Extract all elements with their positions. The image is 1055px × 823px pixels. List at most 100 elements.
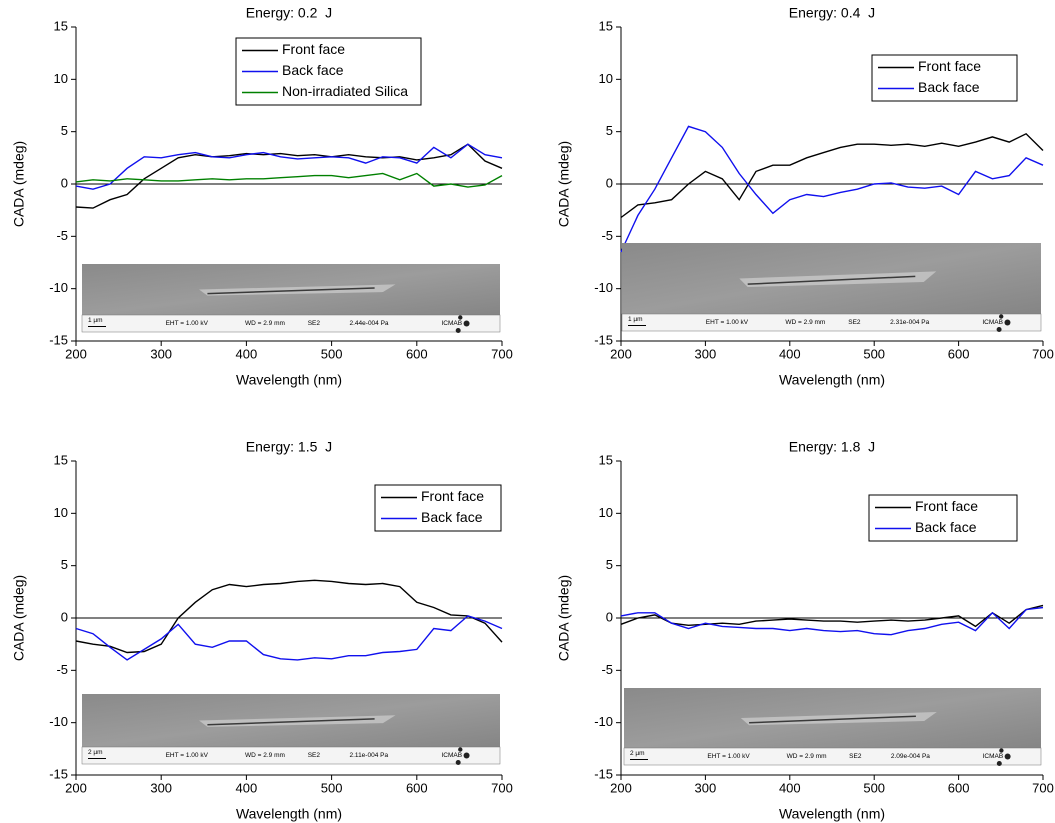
x-tick-label: 500 xyxy=(863,780,885,795)
eht-label: EHT = 1.00 kV xyxy=(707,753,750,760)
chart-title: Energy: 0.2 J xyxy=(246,5,332,21)
y-tick-label: 0 xyxy=(61,175,68,190)
wd-label: WD = 2.9 mm xyxy=(785,319,825,326)
panel: -15 -10 -5 0 5 10 15 200 300 400 500 600 700 2 µm EHT … xyxy=(556,439,1054,822)
legend-label: Front face xyxy=(421,488,484,504)
y-tick-label: -15 xyxy=(49,766,68,781)
pressure-label: 2.44e-004 Pa xyxy=(350,320,389,327)
series-line xyxy=(620,132,1044,219)
logo-label: ICMAB xyxy=(441,320,462,327)
detector-label: SE2 xyxy=(849,753,862,760)
y-tick-label: -10 xyxy=(49,280,68,295)
y-tick-label: 10 xyxy=(54,505,68,520)
y-axis-label: CADA (mdeg) xyxy=(556,575,572,661)
logo-mark xyxy=(999,748,1004,753)
x-tick-label: 400 xyxy=(236,780,258,795)
y-axis-label: CADA (mdeg) xyxy=(11,141,27,227)
x-tick-label: 200 xyxy=(65,346,87,361)
x-tick-label: 700 xyxy=(1032,346,1054,361)
pressure-label: 2.09e-004 Pa xyxy=(891,753,930,760)
series-line xyxy=(75,143,503,190)
logo-mark xyxy=(463,752,470,759)
sem-info-bar xyxy=(81,314,501,333)
x-tick-label: 300 xyxy=(150,780,172,795)
scale-label: 1 µm xyxy=(628,316,643,323)
series-line xyxy=(75,615,503,661)
logo-label: ICMAB xyxy=(441,752,462,759)
y-tick-label: 10 xyxy=(54,71,68,86)
logo-mark xyxy=(996,761,1002,766)
sem-feature xyxy=(207,718,375,726)
y-tick-label: -5 xyxy=(56,228,68,243)
x-tick-label: 300 xyxy=(150,346,172,361)
legend-label: Non-irradiated Silica xyxy=(282,83,408,99)
scale-label: 2 µm xyxy=(88,749,103,756)
x-tick-label: 200 xyxy=(610,780,632,795)
x-tick-label: 500 xyxy=(321,346,343,361)
y-axis-label: CADA (mdeg) xyxy=(11,575,27,661)
x-tick-label: 600 xyxy=(948,346,970,361)
series-line xyxy=(620,606,1044,636)
series-line xyxy=(75,143,503,209)
y-tick-label: -10 xyxy=(49,714,68,729)
x-axis-label: Wavelength (nm) xyxy=(236,372,342,388)
y-tick-label: 5 xyxy=(61,123,68,138)
eht-label: EHT = 1.00 kV xyxy=(166,320,209,327)
logo-mark xyxy=(1004,319,1011,326)
legend-label: Front face xyxy=(915,498,978,514)
wd-label: WD = 2.9 mm xyxy=(245,752,285,759)
y-tick-label: -5 xyxy=(56,662,68,677)
x-tick-label: 200 xyxy=(610,346,632,361)
chart-title: Energy: 1.8 J xyxy=(789,439,875,455)
scale-label: 2 µm xyxy=(630,750,645,757)
series-line xyxy=(75,579,503,654)
legend-label: Front face xyxy=(918,58,981,74)
logo-label: ICMAB xyxy=(983,753,1004,760)
sem-info-bar xyxy=(81,746,501,765)
sem-info-bar xyxy=(623,747,1042,766)
series-line xyxy=(75,172,503,188)
y-tick-label: 0 xyxy=(61,609,68,624)
sem-feature xyxy=(739,271,937,288)
y-tick-label: 0 xyxy=(606,609,613,624)
detector-label: SE2 xyxy=(308,752,321,759)
x-tick-label: 600 xyxy=(406,346,428,361)
y-tick-label: 5 xyxy=(606,557,613,572)
y-tick-label: 10 xyxy=(599,505,613,520)
x-tick-label: 300 xyxy=(695,346,717,361)
x-tick-label: 700 xyxy=(1032,780,1054,795)
chart-title: Energy: 0.4 J xyxy=(789,5,875,21)
series-line xyxy=(620,604,1044,628)
sem-feature xyxy=(207,287,375,295)
scale-label: 1 µm xyxy=(88,317,103,324)
y-tick-label: -5 xyxy=(601,228,613,243)
x-tick-label: 400 xyxy=(779,346,801,361)
panel: -15 -10 -5 0 5 10 15 200 300 400 500 600 700 1 µm EHT … xyxy=(11,5,513,388)
x-tick-label: 400 xyxy=(779,780,801,795)
x-tick-label: 600 xyxy=(948,780,970,795)
y-tick-label: 15 xyxy=(599,452,613,467)
logo-label: ICMAB xyxy=(982,319,1003,326)
logo-mark xyxy=(996,327,1002,332)
x-tick-label: 600 xyxy=(406,780,428,795)
y-tick-label: 5 xyxy=(606,123,613,138)
sem-info-bar xyxy=(621,313,1042,332)
y-tick-label: -15 xyxy=(594,766,613,781)
eht-label: EHT = 1.00 kV xyxy=(166,752,209,759)
legend-box xyxy=(871,54,1018,102)
wd-label: WD = 2.9 mm xyxy=(245,320,285,327)
wd-label: WD = 2.9 mm xyxy=(787,753,827,760)
x-tick-label: 500 xyxy=(863,346,885,361)
y-tick-label: 10 xyxy=(599,71,613,86)
logo-mark xyxy=(458,747,463,752)
y-tick-label: -10 xyxy=(594,714,613,729)
y-tick-label: 15 xyxy=(54,18,68,33)
sem-feature xyxy=(749,715,916,724)
logo-mark xyxy=(455,760,461,765)
logo-mark xyxy=(458,315,463,320)
x-tick-label: 200 xyxy=(65,780,87,795)
x-tick-label: 400 xyxy=(236,346,258,361)
legend-label: Back face xyxy=(915,519,977,535)
x-axis-label: Wavelength (nm) xyxy=(779,806,885,822)
